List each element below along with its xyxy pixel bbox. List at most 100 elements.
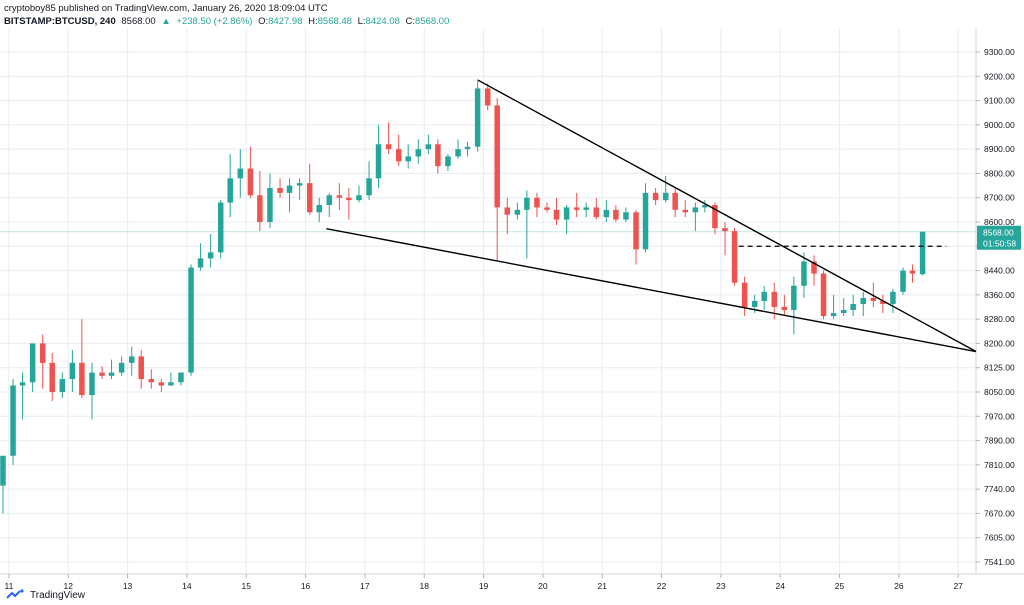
candle-body xyxy=(39,343,46,363)
candle-body xyxy=(99,372,105,376)
tradingview-logo-icon xyxy=(6,589,24,599)
candle-bearish xyxy=(336,183,343,210)
candle-bullish xyxy=(919,231,926,276)
candle-bearish xyxy=(49,353,55,402)
price-tick-label: 8200.00 xyxy=(984,338,1015,348)
candle-bullish xyxy=(29,343,36,392)
candle-bullish xyxy=(178,372,184,386)
price-tick-label: 8125.00 xyxy=(984,363,1015,373)
publish-info: cryptoboy85 published on TradingView.com… xyxy=(4,3,328,14)
candle-bearish xyxy=(385,122,392,154)
candle-body xyxy=(79,362,85,396)
candle-body xyxy=(267,188,273,222)
candle-bullish xyxy=(662,175,669,203)
time-tick-label: 12 xyxy=(63,581,73,591)
candle-body xyxy=(603,209,610,218)
candle-body xyxy=(356,195,362,201)
candle-body xyxy=(573,207,580,210)
price-tick-label: 9200.00 xyxy=(984,71,1015,81)
candle-bullish xyxy=(514,202,521,220)
candle-bullish xyxy=(59,372,66,399)
candle-body xyxy=(346,197,352,201)
candle-body xyxy=(286,185,293,193)
candle-body xyxy=(484,88,491,106)
candle-body xyxy=(19,382,26,386)
candle-bearish xyxy=(277,178,283,198)
candle-bullish xyxy=(405,144,411,169)
time-tick-label: 27 xyxy=(953,581,963,591)
price-tick-label: 7890.00 xyxy=(984,436,1015,446)
candle-bullish xyxy=(89,362,95,420)
price-tick-label: 7740.00 xyxy=(984,484,1015,494)
candle-bullish xyxy=(850,294,856,317)
open-value: 8427.98 xyxy=(268,16,303,27)
symbol-ohlc-line: BITSTAMP:BTCUSD, 240 8568.00 ▲ +238.50 (… xyxy=(4,15,452,28)
candle-body xyxy=(306,183,313,213)
price-tick-label: 8700.00 xyxy=(984,193,1015,203)
price-axis[interactable]: 9300.00 9200.00 9100.00 9000.00 8900.00 8800.… xyxy=(976,47,1015,567)
price-tick-label: 9300.00 xyxy=(984,47,1015,57)
candle-bearish xyxy=(712,202,718,235)
candle-bullish xyxy=(761,285,767,311)
candle-body xyxy=(811,261,817,274)
candle-body xyxy=(712,205,718,229)
candle-body xyxy=(504,207,511,215)
candle-bullish xyxy=(296,178,303,201)
candle-bullish xyxy=(108,359,115,380)
chart-plot-area xyxy=(0,28,976,574)
candle-bearish xyxy=(573,192,580,218)
candle-bullish xyxy=(702,200,708,213)
open-label: O: xyxy=(258,16,269,27)
candle-body xyxy=(435,144,441,167)
lower-trendline[interactable] xyxy=(326,227,977,353)
candle-bearish xyxy=(741,276,748,317)
candle-bullish xyxy=(237,149,244,198)
candle-bearish xyxy=(148,369,155,389)
candle-body xyxy=(217,202,224,253)
candle-bearish xyxy=(652,188,659,205)
price-tick-label: 7541.00 xyxy=(984,557,1015,567)
high-value: 8568.48 xyxy=(317,16,352,27)
candle-bullish xyxy=(188,264,194,376)
candle-body xyxy=(880,300,886,304)
candle-bearish xyxy=(494,98,500,262)
candle-body xyxy=(227,178,233,203)
time-tick-label: 16 xyxy=(301,581,311,591)
candle-body xyxy=(385,144,392,150)
upper-trendline[interactable] xyxy=(477,79,977,353)
candle-bearish xyxy=(257,171,263,232)
candle-bullish xyxy=(860,291,867,317)
candle-bearish xyxy=(633,209,639,265)
candle-body xyxy=(890,291,896,304)
candle-body xyxy=(336,195,343,198)
candle-bullish xyxy=(217,200,224,259)
price-tick-label: 8360.00 xyxy=(984,290,1015,300)
candle-bearish xyxy=(880,294,886,314)
candle-bullish xyxy=(563,205,570,235)
candle-body xyxy=(870,297,877,301)
symbol-label[interactable]: BITSTAMP:BTCUSD, 240 xyxy=(4,16,116,27)
candle-bearish xyxy=(781,294,788,317)
grid-lines xyxy=(0,28,976,574)
chart-header: cryptoboy85 published on TradingView.com… xyxy=(4,2,452,28)
candle-body xyxy=(118,362,125,373)
price-tick-label: 8900.00 xyxy=(984,144,1015,154)
candle-body xyxy=(840,310,847,314)
price-tick-label: 8600.00 xyxy=(984,217,1015,227)
candle-body xyxy=(128,356,135,363)
candle-body xyxy=(158,382,165,386)
candle-body xyxy=(613,209,619,220)
candle-body xyxy=(316,205,322,213)
candle-bearish xyxy=(99,366,105,380)
tradingview-logo[interactable]: TradingView xyxy=(6,589,85,601)
time-tick-label: 22 xyxy=(657,581,667,591)
time-tick-label: 18 xyxy=(419,581,429,591)
time-tick-label: 15 xyxy=(241,581,251,591)
candle-bullish xyxy=(366,161,372,201)
candle-body xyxy=(524,197,530,210)
candle-body xyxy=(633,212,639,250)
candle-bullish xyxy=(128,346,135,376)
time-axis[interactable]: 11 12 13 14 15 16 17 18 19 20 21 22 23 24 25 26 27 xyxy=(4,574,963,591)
trendline-drawings[interactable] xyxy=(326,79,977,353)
